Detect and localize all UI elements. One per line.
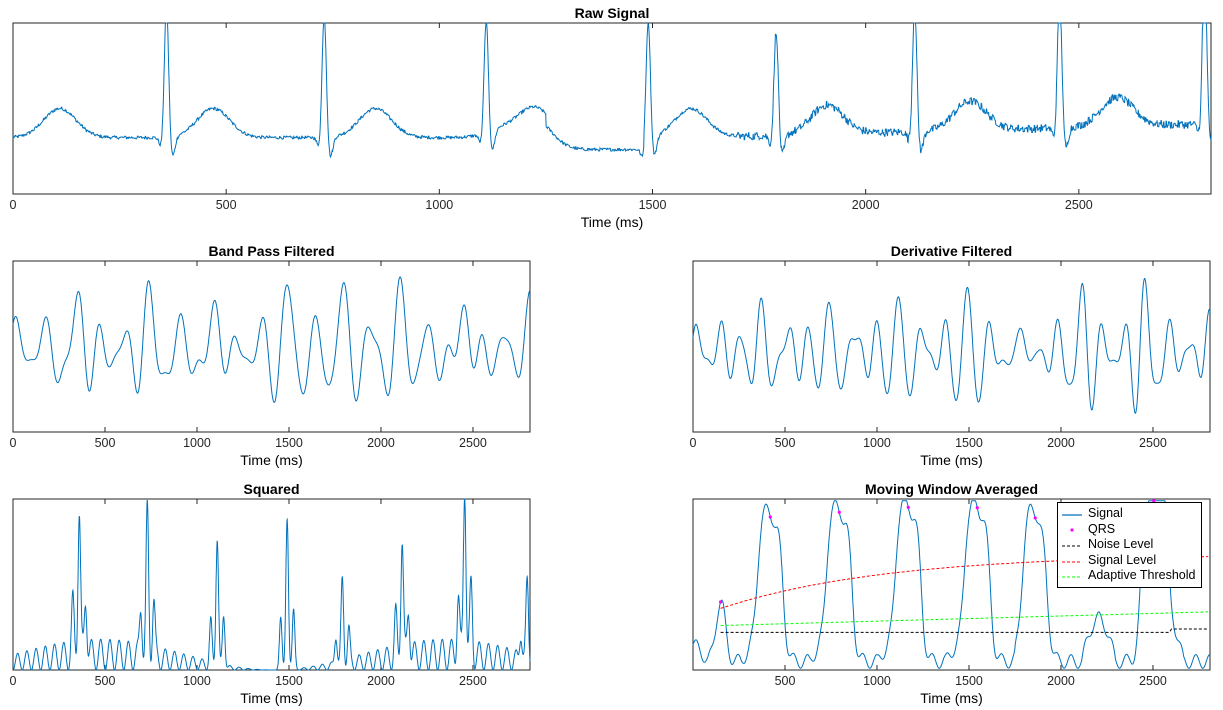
legend-swatch-qrs [1062, 524, 1082, 534]
mwa-xtick-label-3: 2000 [1047, 674, 1075, 688]
squared-xlabel: Time (ms) [240, 690, 303, 706]
derivative-axes-box [692, 260, 1211, 433]
derivative-line [692, 277, 1211, 414]
legend-label-adaptive-threshold: Adaptive Threshold [1088, 568, 1196, 583]
legend-item-qrs: QRS [1062, 522, 1195, 538]
legend-swatch-signal-level [1062, 556, 1082, 566]
raw-signal-line [12, 22, 1212, 159]
squared-xtick-label-4: 2000 [367, 674, 395, 688]
raw-signal-xtick-label-3: 1500 [639, 198, 667, 212]
mwa-qrs-marker-4 [975, 506, 979, 510]
mwa-signal-line [692, 500, 1211, 669]
raw-signal-panel: Raw Signal 0 500 1000 1500 2000 2500 Time (ms… [0, 0, 1223, 232]
mwa-qrs-marker-3 [906, 505, 910, 510]
legend-swatch-threshold [1062, 571, 1082, 581]
derivative-title: Derivative Filtered [890, 243, 1013, 259]
mwa-legend: Signal QRS Noise Level Signal Level Adap… [1057, 502, 1203, 588]
bandpass-xtick-label-0: 0 [10, 436, 17, 450]
bandpass-xtick-label-2: 1000 [183, 436, 211, 450]
mwa-qrs-marker-1 [768, 515, 772, 519]
squared-title: Squared [243, 481, 300, 497]
legend-item-signal-level: Signal Level [1062, 553, 1195, 569]
mwa-axes: 500 1000 1500 2000 2500 [692, 498, 1211, 688]
raw-signal-xtick-label-4: 2000 [852, 198, 880, 212]
legend-swatch-signal [1062, 509, 1082, 519]
squared-xtick-label-2: 1000 [183, 674, 211, 688]
bandpass-panel: Band Pass Filtered Time (ms) [0, 240, 540, 472]
mwa-axes-box [692, 498, 1211, 671]
mwa-xtick-label-1: 1000 [863, 674, 891, 688]
raw-signal-xtick-label-1: 500 [216, 198, 237, 212]
derivative-plot: 0 500 1000 1500 2000 2500 [690, 260, 1211, 450]
mwa-noise-level-line [720, 628, 1209, 633]
derivative-xtick-label-2: 1000 [863, 436, 891, 450]
mwa-title: Moving Window Averaged [864, 481, 1039, 497]
squared-line [12, 498, 531, 671]
legend-label-noise-level: Noise Level [1088, 537, 1154, 552]
legend-label-signal: Signal [1088, 506, 1123, 520]
mwa-panel: Moving Window Averaged Time (ms) [680, 478, 1223, 710]
bandpass-xtick-label-5: 2500 [459, 436, 487, 450]
raw-signal-axes-box [12, 22, 1212, 195]
legend-label-signal-level: Signal Level [1088, 552, 1157, 567]
squared-xtick-label-0: 0 [10, 674, 17, 688]
bandpass-line [12, 276, 531, 403]
bandpass-axes-box [12, 260, 531, 433]
mwa-qrs-marker-0 [718, 600, 723, 604]
raw-signal-title: Raw Signal [574, 5, 650, 21]
squared-xtick-label-3: 1500 [275, 674, 303, 688]
mwa-xlabel: Time (ms) [920, 690, 983, 706]
mwa-xtick-label-2: 1500 [955, 674, 983, 688]
squared-plot: 0 500 1000 1500 2000 2500 [10, 498, 531, 688]
derivative-axes: 0 500 1000 1500 2000 2500 [690, 260, 1211, 450]
legend-swatch-noise [1062, 540, 1082, 550]
squared-xtick-label-1: 500 [95, 674, 116, 688]
derivative-xtick-label-1: 500 [775, 436, 796, 450]
legend-item-adaptive-threshold: Adaptive Threshold [1062, 568, 1195, 584]
raw-signal-xtick-label-5: 2500 [1065, 198, 1093, 212]
derivative-xtick-label-3: 1500 [955, 436, 983, 450]
mwa-qrs-marker-2 [837, 510, 841, 514]
derivative-xtick-label-5: 2500 [1139, 436, 1167, 450]
squared-axes: 0 500 1000 1500 2000 2500 [10, 498, 531, 688]
bandpass-xlabel: Time (ms) [240, 452, 303, 468]
bandpass-xtick-label-3: 1500 [275, 436, 303, 450]
mwa-xtick-label-0: 500 [775, 674, 796, 688]
mwa-qrs-marker-5 [1033, 516, 1037, 520]
bandpass-xtick-label-1: 500 [95, 436, 116, 450]
derivative-xtick-label-0: 0 [690, 436, 697, 450]
squared-panel: Squared Time (ms) [0, 478, 540, 710]
legend-item-signal: Signal [1062, 506, 1195, 522]
derivative-panel: Derivative Filtered Time (ms) [680, 240, 1223, 472]
mwa-qrs-marker-6 [1152, 499, 1156, 503]
legend-item-noise-level: Noise Level [1062, 537, 1195, 553]
raw-signal-plot: 0 500 1000 1500 2000 2500 [10, 22, 1212, 212]
raw-signal-xlabel: Time (ms) [580, 214, 644, 230]
mwa-adaptive-threshold-line [720, 611, 1209, 626]
derivative-xlabel: Time (ms) [920, 452, 983, 468]
derivative-xtick-label-4: 2000 [1047, 436, 1075, 450]
legend-label-qrs: QRS [1088, 521, 1116, 536]
mwa-xtick-label-4: 2500 [1139, 674, 1167, 688]
raw-signal-axes: 0 500 1000 1500 2000 2500 [10, 22, 1212, 212]
raw-signal-xtick-label-2: 1000 [425, 198, 453, 212]
bandpass-axes: 0 500 1000 1500 2000 2500 [10, 260, 531, 450]
squared-xtick-label-5: 2500 [459, 674, 487, 688]
bandpass-plot: 0 500 1000 1500 2000 2500 [10, 260, 531, 450]
bandpass-xtick-label-4: 2000 [367, 436, 395, 450]
bandpass-title: Band Pass Filtered [208, 243, 335, 259]
raw-signal-xtick-label-0: 0 [10, 198, 17, 212]
